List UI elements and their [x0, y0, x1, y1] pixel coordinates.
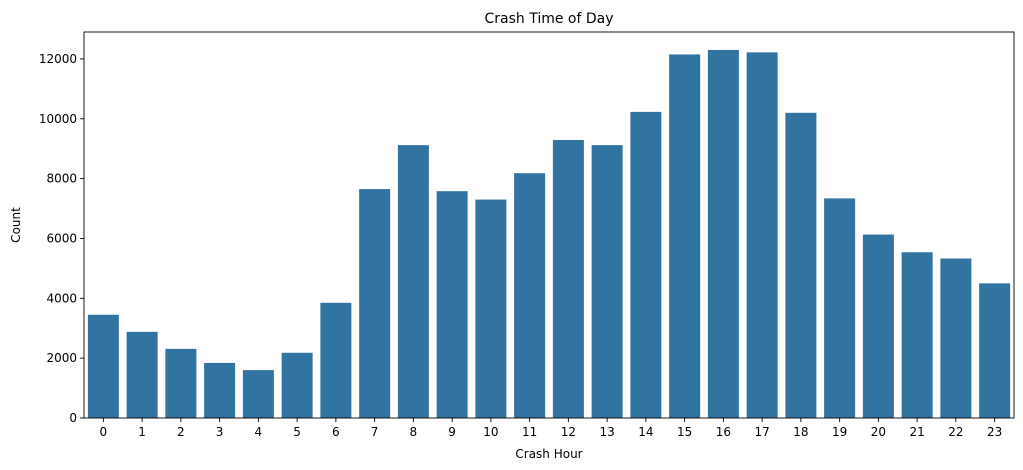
x-tick-label: 0	[100, 425, 108, 439]
x-tick-label: 15	[677, 425, 692, 439]
x-tick-label: 11	[522, 425, 537, 439]
x-tick-label: 8	[410, 425, 418, 439]
bar-hour-17	[746, 52, 778, 418]
bars-group	[87, 49, 1011, 419]
bar-hour-15	[669, 54, 701, 418]
x-tick-label: 17	[754, 425, 769, 439]
bar-hour-19	[824, 198, 856, 418]
bar-hour-7	[359, 189, 391, 418]
x-axis-title: Crash Hour	[515, 447, 582, 461]
bar-hour-16	[707, 49, 739, 418]
bar-hour-8	[397, 145, 429, 419]
bar-hour-23	[979, 283, 1011, 418]
y-tick-label: 8000	[46, 172, 77, 186]
chart-title: Crash Time of Day	[484, 11, 613, 27]
bar-hour-13	[591, 145, 623, 419]
y-tick-label: 2000	[46, 351, 77, 365]
y-axis-ticks: 0 2000 4000 6000 8000 10000 12000	[39, 52, 84, 425]
x-tick-label: 21	[909, 425, 924, 439]
bar-hour-22	[940, 258, 972, 418]
x-tick-label: 13	[599, 425, 614, 439]
x-tick-label: 20	[871, 425, 886, 439]
bar-hour-1	[126, 331, 158, 418]
bar-hour-11	[514, 173, 546, 418]
x-tick-label: 2	[177, 425, 185, 439]
bar-hour-2	[165, 348, 197, 418]
bar-hour-9	[436, 191, 468, 418]
x-tick-label: 22	[948, 425, 963, 439]
bar-hour-4	[242, 370, 274, 418]
y-tick-label: 0	[69, 411, 77, 425]
x-tick-label: 12	[561, 425, 576, 439]
bar-hour-3	[204, 362, 236, 418]
y-tick-label: 12000	[39, 52, 77, 66]
x-tick-label: 4	[255, 425, 263, 439]
bar-hour-5	[281, 352, 313, 418]
bar-hour-12	[552, 140, 584, 418]
x-tick-label: 19	[832, 425, 847, 439]
x-tick-label: 6	[332, 425, 340, 439]
x-tick-label: 3	[216, 425, 224, 439]
y-axis-title: Count	[9, 207, 23, 243]
plot-frame	[83, 31, 1015, 419]
y-tick-label: 10000	[39, 112, 77, 126]
bar-hour-14	[630, 111, 662, 418]
x-tick-label: 14	[638, 425, 653, 439]
x-tick-label: 16	[716, 425, 731, 439]
bar-hour-18	[785, 112, 817, 418]
y-tick-label: 6000	[46, 231, 77, 245]
x-tick-label: 7	[371, 425, 379, 439]
bar-hour-10	[475, 199, 507, 418]
bar-hour-20	[862, 234, 894, 418]
x-tick-label: 18	[793, 425, 808, 439]
x-tick-label: 5	[293, 425, 301, 439]
x-tick-label: 9	[448, 425, 456, 439]
x-tick-label: 10	[483, 425, 498, 439]
y-tick-label: 4000	[46, 291, 77, 305]
bar-hour-6	[320, 302, 352, 418]
x-axis-ticks: 0 1 2 3 4 5 6 7 8 9 10 11 12 13 14 15 16 17 18 19 20 21 22 23	[100, 418, 1002, 439]
bar-hour-0	[87, 314, 119, 418]
x-tick-label: 1	[138, 425, 146, 439]
x-tick-label: 23	[987, 425, 1002, 439]
bar-hour-21	[901, 252, 933, 418]
